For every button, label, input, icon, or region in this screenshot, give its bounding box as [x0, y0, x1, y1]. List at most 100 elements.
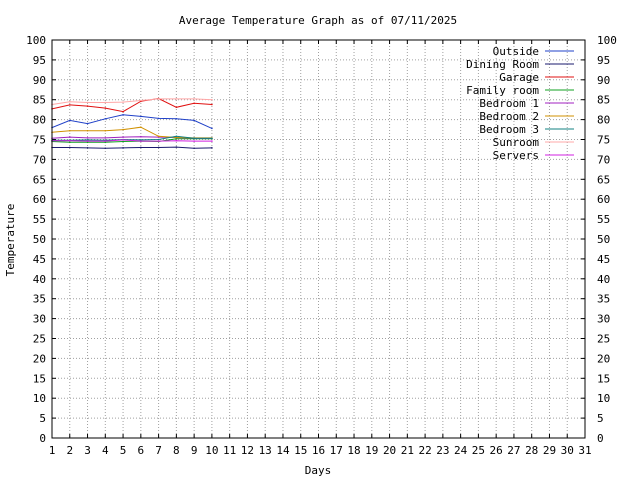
data-point — [193, 140, 195, 142]
series-line — [51, 126, 212, 139]
data-point — [175, 137, 178, 140]
data-point — [122, 101, 124, 103]
y-tick-label-right: 60 — [597, 193, 610, 206]
x-tick-label: 18 — [347, 444, 360, 457]
y-tick-label: 70 — [33, 153, 46, 166]
data-point — [104, 101, 107, 104]
data-point — [104, 129, 107, 132]
x-tick-label: 17 — [330, 444, 343, 457]
y-tick-label: 50 — [33, 233, 46, 246]
y-tick-label: 0 — [39, 432, 46, 445]
data-point — [104, 147, 107, 150]
data-point — [157, 138, 160, 141]
y-tick-label-right: 20 — [597, 352, 610, 365]
data-point — [122, 147, 124, 149]
x-tick-label: 29 — [543, 444, 556, 457]
data-point — [140, 139, 142, 141]
legend-label: Garage — [499, 71, 539, 84]
data-point — [68, 139, 71, 142]
series-line — [51, 97, 212, 113]
legend-label: Outside — [493, 45, 539, 58]
series-line — [52, 139, 212, 142]
x-tick-label: 8 — [173, 444, 180, 457]
y-tick-label: 80 — [33, 114, 46, 127]
x-tick-label: 30 — [561, 444, 574, 457]
data-point — [86, 139, 89, 141]
data-point — [175, 136, 178, 139]
data-point — [68, 100, 71, 103]
y-tick-label-right: 10 — [597, 392, 610, 405]
data-point — [86, 105, 89, 107]
y-tick-label-right: 65 — [597, 173, 610, 186]
y-tick-label-right: 35 — [597, 293, 610, 306]
series-line — [51, 138, 212, 143]
y-tick-label-right: 40 — [597, 273, 610, 286]
data-point — [104, 107, 107, 109]
x-tick-label: 1 — [49, 444, 56, 457]
x-axis-label: Days — [305, 464, 332, 477]
data-point — [175, 118, 178, 120]
data-point — [68, 129, 71, 132]
data-point — [211, 140, 213, 142]
data-point — [157, 135, 160, 138]
y-tick-label-right: 95 — [597, 54, 610, 67]
data-point — [86, 129, 89, 132]
y-tick-label-right: 30 — [597, 313, 610, 326]
data-point — [157, 140, 160, 142]
data-point — [211, 147, 213, 149]
data-point — [86, 141, 89, 144]
data-point — [175, 106, 178, 109]
x-tick-label: 5 — [120, 444, 127, 457]
data-point — [86, 147, 89, 149]
data-point — [122, 140, 124, 143]
data-point — [157, 117, 160, 120]
data-point — [140, 115, 142, 118]
legend-label: Bedroom 2 — [479, 110, 539, 123]
data-point — [86, 137, 89, 139]
y-tick-label: 5 — [39, 412, 46, 425]
data-point — [104, 118, 107, 120]
x-tick-label: 6 — [138, 444, 145, 457]
data-point — [211, 127, 213, 130]
data-point — [104, 140, 107, 142]
y-tick-label-right: 70 — [597, 153, 610, 166]
x-tick-label: 16 — [312, 444, 325, 457]
legend-label: Bedroom 3 — [479, 123, 539, 136]
series-line — [51, 98, 212, 105]
y-tick-label-right: 45 — [597, 253, 610, 266]
data-point — [157, 98, 160, 100]
data-point — [122, 110, 124, 113]
chart-title: Average Temperature Graph as of 07/11/20… — [179, 14, 457, 27]
y-tick-label: 60 — [33, 193, 46, 206]
x-tick-label: 11 — [223, 444, 236, 457]
x-tick-label: 23 — [436, 444, 449, 457]
data-point — [157, 146, 160, 149]
data-point — [211, 103, 213, 106]
x-tick-label: 20 — [383, 444, 396, 457]
y-tick-label-right: 55 — [597, 213, 610, 226]
legend-label: Dining Room — [466, 58, 539, 71]
data-point — [175, 139, 178, 142]
data-point — [68, 146, 71, 149]
y-tick-label: 90 — [33, 74, 46, 87]
legend-label: Servers — [493, 149, 539, 162]
data-point — [193, 119, 195, 122]
y-tick-label-right: 5 — [597, 412, 604, 425]
data-point — [175, 146, 178, 148]
data-point — [175, 98, 178, 100]
x-tick-label: 12 — [241, 444, 254, 457]
series-layer — [51, 97, 213, 150]
data-point — [86, 140, 89, 142]
series-line — [51, 114, 213, 129]
y-tick-label: 65 — [33, 173, 46, 186]
x-tick-label: 28 — [525, 444, 538, 457]
legend-label: Bedroom 1 — [479, 97, 539, 110]
data-point — [140, 140, 142, 142]
x-tick-label: 13 — [259, 444, 272, 457]
data-point — [122, 114, 124, 116]
data-point — [68, 136, 71, 138]
y-tick-label-right: 0 — [597, 432, 604, 445]
y-tick-label: 55 — [33, 213, 46, 226]
